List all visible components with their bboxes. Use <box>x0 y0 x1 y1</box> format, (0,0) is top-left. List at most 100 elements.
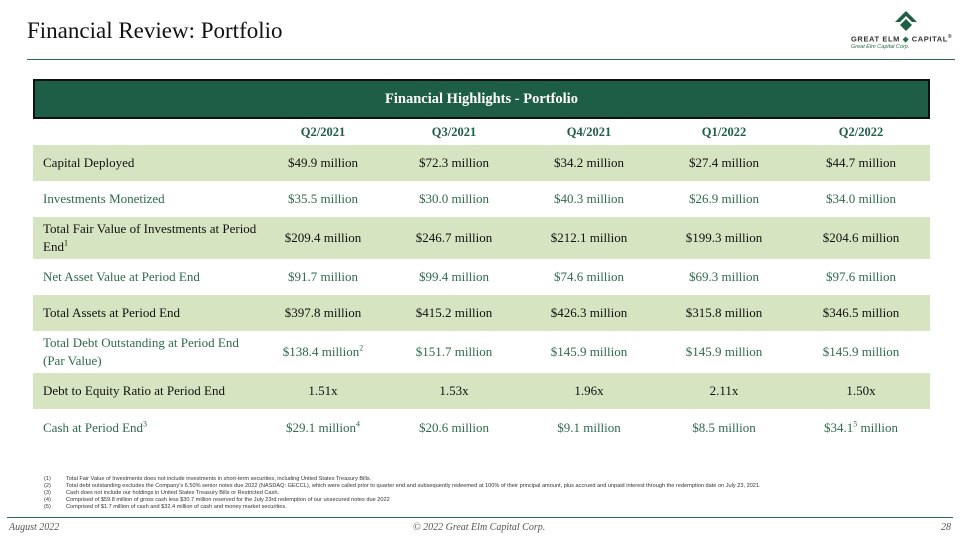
table-cell: $246.7 million <box>386 230 522 246</box>
title-divider <box>27 59 955 60</box>
table-cell: $145.9 million <box>656 344 792 360</box>
table-cell: $204.6 million <box>792 230 930 246</box>
cell-value: $212.1 million <box>550 230 628 245</box>
table-row: Total Fair Value of Investments at Perio… <box>33 217 930 259</box>
footnote-number: (3) <box>44 490 51 496</box>
table-cell: $212.1 million <box>522 230 656 246</box>
cell-value: $397.8 million <box>284 305 362 320</box>
footer-date: August 2022 <box>9 522 60 533</box>
table-row: Total Assets at Period End $397.8 million… <box>33 295 930 331</box>
elm-logo-icon <box>895 11 917 31</box>
footnote-ref: 4 <box>356 419 361 429</box>
cell-value: $8.5 million <box>692 420 756 435</box>
table-cell: $49.9 million <box>260 155 386 171</box>
financial-highlights-table: Financial Highlights - Portfolio Q2/2021… <box>33 79 930 447</box>
cell-value: 1.51x <box>308 383 338 398</box>
table-cell: $346.5 million <box>792 305 930 321</box>
footnote-ref: 5 <box>853 419 858 429</box>
table-cell: $151.7 million <box>386 344 522 360</box>
cell-value: $346.5 million <box>822 305 900 320</box>
table-cell: $426.3 million <box>522 305 656 321</box>
table-row: Total Debt Outstanding at Period End (Pa… <box>33 331 930 373</box>
table-cell: $397.8 million <box>260 305 386 321</box>
footnote-text: Total Fair Value of Investments does not… <box>66 476 372 482</box>
table-cell: $91.7 million <box>260 269 386 285</box>
cell-value: $199.3 million <box>685 230 763 245</box>
table-title: Financial Highlights - Portfolio <box>33 79 930 119</box>
footnote-ref: 2 <box>359 343 364 353</box>
logo-name: GREAT ELM <box>851 34 901 44</box>
table-cell: $199.3 million <box>656 230 792 246</box>
table-cell: $72.3 million <box>386 155 522 171</box>
cell-value: $151.7 million <box>415 344 493 359</box>
table-cell: $145.9 million <box>522 344 656 360</box>
cell-value: $27.4 million <box>688 155 760 170</box>
cell-value: $29.1 million <box>285 420 357 435</box>
column-header: Q4/2021 <box>566 124 612 139</box>
cell-value: $20.6 million <box>418 420 490 435</box>
table-cell: $69.3 million <box>656 269 792 285</box>
table-row: Investments Monetized $35.5 million $30.0 … <box>33 181 930 217</box>
cell-value: $34.1 <box>823 420 854 435</box>
cell-value: 1.53x <box>439 383 469 398</box>
row-label: Debt to Equity Ratio at Period End <box>33 382 260 400</box>
footnote: (1) Total Fair Value of Investments does … <box>44 476 944 483</box>
cell-value: $72.3 million <box>418 155 490 170</box>
cell-value: $415.2 million <box>415 305 493 320</box>
table-cell: $145.9 million <box>792 344 930 360</box>
row-label-text: Capital Deployed <box>43 155 135 171</box>
logo-name-suffix: CAPITAL <box>911 34 948 44</box>
cell-value: $40.3 million <box>553 191 625 206</box>
table-row: Net Asset Value at Period End $91.7 milli… <box>33 259 930 295</box>
column-header: Q2/2022 <box>838 124 884 139</box>
table-cell: $8.5 million <box>656 420 792 436</box>
cell-value: $44.7 million <box>825 155 897 170</box>
table-cell: $29.1 million4 <box>260 420 386 436</box>
page-title: Financial Review: Portfolio <box>27 18 283 43</box>
table-cell: 1.53x <box>386 383 522 399</box>
table-cell: 1.51x <box>260 383 386 399</box>
table-cell: $26.9 million <box>656 191 792 207</box>
column-header: Q1/2022 <box>701 124 747 139</box>
row-label-text: Net Asset Value at Period End <box>43 269 200 285</box>
logo-tagline: Great Elm Capital Corp. <box>851 44 910 50</box>
table-cell: $35.5 million <box>260 191 386 207</box>
table-cell: 2.11x <box>656 383 792 399</box>
company-logo: GREAT ELM ◆ CAPITAL® Great Elm Capital C… <box>848 10 958 54</box>
cell-value: $145.9 million <box>685 344 763 359</box>
table-cell: $44.7 million <box>792 155 930 171</box>
row-label: Total Assets at Period End <box>33 304 260 322</box>
footnote-text: Comprised of $59.8 million of gross cash… <box>66 497 390 503</box>
footnote: (5) Comprised of $1.7 million of cash and… <box>44 504 944 511</box>
cell-value: $26.9 million <box>688 191 760 206</box>
row-label-text: Total Debt Outstanding at Period End (Pa… <box>43 335 239 368</box>
footnotes: (1) Total Fair Value of Investments does … <box>44 476 944 511</box>
row-label: Total Fair Value of Investments at Perio… <box>33 220 260 255</box>
footnote-number: (2) <box>44 483 51 489</box>
row-label: Cash at Period End3 <box>33 419 260 437</box>
footnote: (3) Cash does not include our holdings in… <box>44 490 944 497</box>
footnote-ref: 3 <box>143 419 148 429</box>
table-cell: $30.0 million <box>386 191 522 207</box>
table-cell: $27.4 million <box>656 155 792 171</box>
table-cell: $34.0 million <box>792 191 930 207</box>
cell-value: $99.4 million <box>418 269 490 284</box>
row-label: Investments Monetized <box>33 190 260 208</box>
row-label: Total Debt Outstanding at Period End (Pa… <box>33 334 260 369</box>
cell-value: 2.11x <box>709 383 739 398</box>
table-cell: $315.8 million <box>656 305 792 321</box>
footnote-number: (4) <box>44 497 51 503</box>
table-cell: $40.3 million <box>522 191 656 207</box>
footer-copyright: © 2022 Great Elm Capital Corp. <box>413 522 546 533</box>
cell-value: $69.3 million <box>688 269 760 284</box>
cell-value: $30.0 million <box>418 191 490 206</box>
table-cell: 1.50x <box>792 383 930 399</box>
table-cell: $138.4 million2 <box>260 344 386 360</box>
cell-value: $91.7 million <box>287 269 359 284</box>
table-row: Capital Deployed $49.9 million $72.3 milli… <box>33 145 930 181</box>
row-label: Capital Deployed <box>33 154 260 172</box>
cell-value: $145.9 million <box>822 344 900 359</box>
footnote: (2) Total debt outstanding excludes the C… <box>44 483 944 490</box>
table-cell: $209.4 million <box>260 230 386 246</box>
footer-divider <box>7 517 953 518</box>
